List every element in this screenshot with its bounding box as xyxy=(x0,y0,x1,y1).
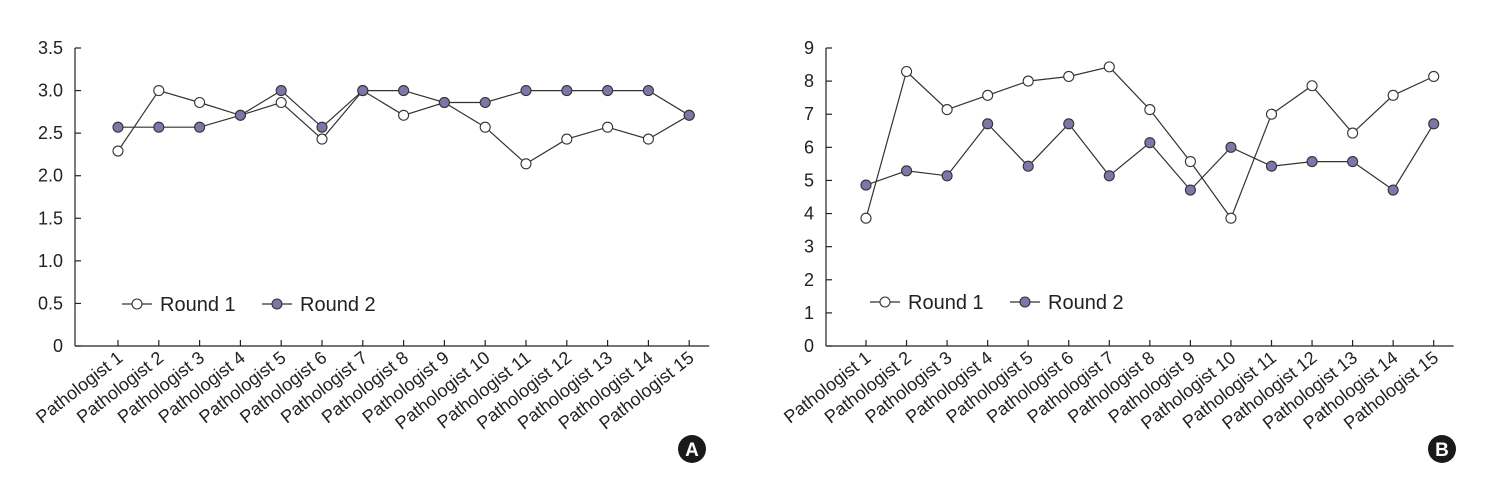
y-tick-label: 1.0 xyxy=(38,251,63,271)
y-tick-label: 7 xyxy=(804,104,814,124)
data-point-round-1 xyxy=(941,104,953,116)
data-point-round-2 xyxy=(1225,141,1237,153)
panel-badge-label: B xyxy=(1435,440,1449,461)
data-point-round-2 xyxy=(1144,137,1156,149)
y-tick-label: 1 xyxy=(804,303,814,323)
data-point-round-2 xyxy=(602,85,614,97)
y-tick-label: 0 xyxy=(53,336,63,356)
data-point-round-2 xyxy=(153,121,165,133)
data-point-round-2 xyxy=(1103,170,1115,182)
legend-label-round-2: Round 2 xyxy=(1048,292,1124,314)
data-point-round-2 xyxy=(112,121,124,133)
legend-marker-round-1 xyxy=(879,296,891,308)
y-tick-label: 5 xyxy=(804,170,814,190)
legend-label-round-1: Round 1 xyxy=(908,292,984,314)
data-point-round-2 xyxy=(561,85,573,97)
data-point-round-2 xyxy=(941,170,953,182)
data-point-round-1 xyxy=(1387,89,1399,101)
y-tick-label: 0.5 xyxy=(38,293,63,313)
data-point-round-1 xyxy=(1184,156,1196,168)
data-point-round-1 xyxy=(1265,108,1278,120)
data-point-round-1 xyxy=(860,212,872,224)
data-point-round-1 xyxy=(153,85,165,97)
data-point-round-2 xyxy=(234,109,246,121)
data-point-round-2 xyxy=(900,165,913,177)
data-point-round-2 xyxy=(357,85,369,97)
data-point-round-1 xyxy=(1103,61,1115,73)
y-tick-label: 4 xyxy=(804,204,814,224)
y-tick-label: 2 xyxy=(804,270,814,290)
data-point-round-2 xyxy=(982,118,994,130)
legend-marker-round-1 xyxy=(131,298,143,310)
y-tick-label: 6 xyxy=(804,137,814,157)
data-point-round-1 xyxy=(112,145,124,157)
data-point-round-1 xyxy=(1144,104,1156,116)
data-point-round-2 xyxy=(275,85,287,97)
y-tick-label: 2.0 xyxy=(38,166,63,186)
y-tick-label: 3 xyxy=(804,237,814,257)
data-point-round-1 xyxy=(1225,212,1237,224)
y-tick-label: 3.5 xyxy=(38,38,63,58)
panel-badge xyxy=(678,435,706,463)
data-point-round-2 xyxy=(1265,160,1278,172)
panel-badge-label: A xyxy=(685,440,699,461)
y-tick-label: 0 xyxy=(804,336,814,356)
y-tick-label: 3.0 xyxy=(38,81,63,101)
data-point-round-2 xyxy=(1347,156,1359,168)
data-point-round-2 xyxy=(194,121,206,133)
data-point-round-1 xyxy=(602,121,614,133)
data-point-round-2 xyxy=(438,96,450,109)
data-point-round-2 xyxy=(1387,184,1399,196)
data-point-round-1 xyxy=(398,109,410,121)
data-point-round-1 xyxy=(1022,75,1034,87)
data-point-round-2 xyxy=(1428,118,1440,130)
y-tick-label: 2.5 xyxy=(38,123,63,143)
y-tick-label: 8 xyxy=(804,71,814,91)
data-point-round-1 xyxy=(1347,127,1359,139)
data-point-round-1 xyxy=(1428,70,1440,83)
legend-marker-round-2 xyxy=(271,298,283,310)
data-point-round-1 xyxy=(520,158,532,170)
data-point-round-2 xyxy=(520,85,532,97)
data-point-round-1 xyxy=(982,89,994,101)
data-point-round-1 xyxy=(194,96,206,109)
data-point-round-2 xyxy=(683,109,695,121)
legend-label-round-2: Round 2 xyxy=(300,294,376,316)
legend-marker-round-2 xyxy=(1019,296,1031,308)
data-point-round-1 xyxy=(1063,70,1075,83)
data-point-round-1 xyxy=(479,121,491,133)
data-point-round-1 xyxy=(642,133,654,145)
y-tick-label: 1.5 xyxy=(38,208,63,228)
data-point-round-2 xyxy=(1022,160,1034,172)
panel-badge xyxy=(1428,435,1456,463)
y-tick-label: 9 xyxy=(804,38,814,58)
data-point-round-1 xyxy=(561,133,573,145)
data-point-round-2 xyxy=(1184,184,1196,196)
data-point-round-2 xyxy=(316,121,328,133)
data-point-round-2 xyxy=(398,85,410,97)
legend: Round 1 Round 2 xyxy=(870,292,1124,314)
data-point-round-1 xyxy=(1306,80,1318,92)
data-point-round-2 xyxy=(1306,156,1318,168)
data-point-round-2 xyxy=(1063,118,1075,130)
data-point-round-2 xyxy=(860,179,872,191)
legend-label-round-1: Round 1 xyxy=(160,294,236,316)
legend: Round 1 Round 2 xyxy=(122,294,376,316)
data-point-round-1 xyxy=(900,65,913,78)
data-point-round-1 xyxy=(316,133,328,145)
data-point-round-2 xyxy=(479,96,491,109)
data-point-round-2 xyxy=(642,85,654,97)
data-point-round-1 xyxy=(275,96,287,109)
